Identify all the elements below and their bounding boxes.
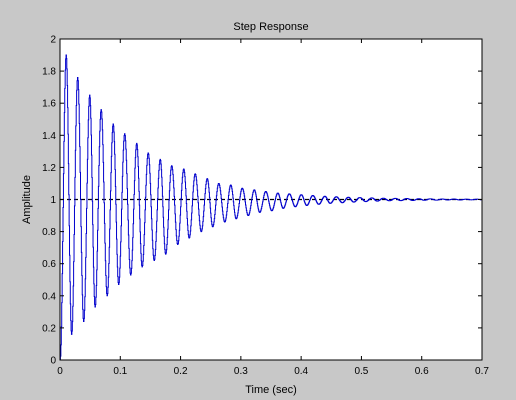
y-tick-label: 0.2 — [42, 323, 56, 334]
step-response-line — [59, 54, 483, 361]
y-axis-label: Amplitude — [21, 175, 33, 224]
y-tick-label: 1.6 — [42, 99, 56, 110]
y-tick-label: 1.2 — [42, 163, 56, 174]
series-layer — [59, 54, 483, 361]
x-tick-label: 0.5 — [354, 366, 368, 377]
y-tick-label: 0 — [50, 356, 56, 367]
x-tick-label: 0.3 — [234, 366, 248, 377]
y-tick-label: 1 — [50, 195, 56, 206]
y-tick-label: 1.8 — [42, 67, 56, 78]
tick-layer: 0 0.1 0.2 0.3 0.4 0.5 0.6 0.7 0 0.2 0.4 0.6 0.8 1 1.2 1… — [42, 35, 489, 378]
x-tick-label: 0.6 — [415, 366, 429, 377]
chart-title: Step Response — [233, 21, 308, 33]
y-tick-label: 0.6 — [42, 259, 56, 270]
x-tick-label: 0.2 — [174, 366, 188, 377]
x-tick-label: 0 — [57, 366, 63, 377]
y-tick-label: 0.8 — [42, 227, 56, 238]
x-tick-label: 0.7 — [475, 366, 489, 377]
x-axis-label: Time (sec) — [245, 384, 297, 396]
y-tick-label: 0.4 — [42, 291, 56, 302]
y-tick-label: 1.4 — [42, 131, 56, 142]
x-tick-label: 0.1 — [113, 366, 127, 377]
x-tick-label: 0.4 — [294, 366, 308, 377]
y-tick-label: 2 — [50, 35, 56, 46]
